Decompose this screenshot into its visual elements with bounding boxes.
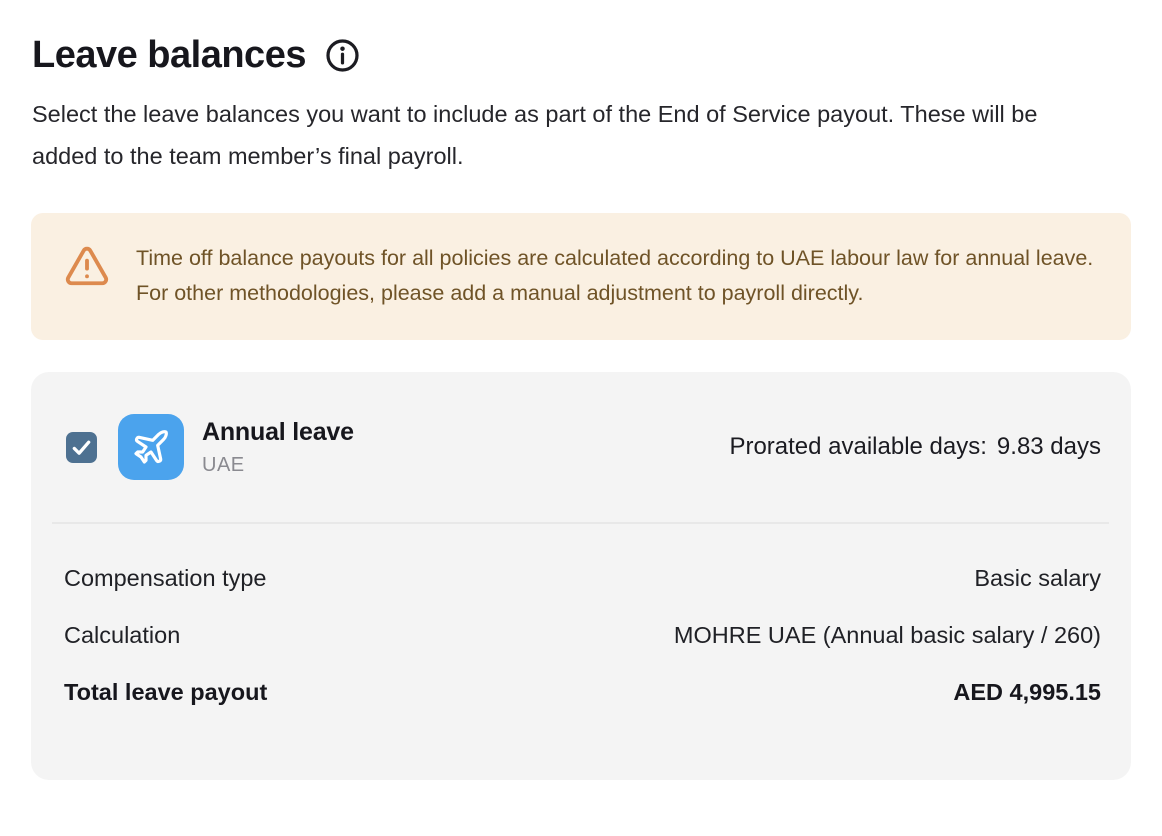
page-description: Select the leave balances you want to in…: [32, 101, 1038, 169]
detail-value: MOHRE UAE (Annual basic salary / 260): [673, 622, 1101, 648]
detail-row-total-payout: Total leave payout AED 4,995.15: [64, 664, 1101, 721]
leave-balance-card: Annual leave UAE Prorated available days…: [31, 372, 1131, 780]
warning-banner: Time off balance payouts for all policie…: [31, 213, 1131, 340]
leave-balances-page: Leave balances Select the leave balances…: [0, 34, 1162, 836]
prorated-days-value: 9.83 days: [996, 433, 1101, 460]
checkmark-icon: [72, 440, 91, 455]
policy-details: Compensation type Basic salary Calculati…: [64, 550, 1101, 721]
policy-names: Annual leave UAE: [202, 418, 354, 477]
detail-row-compensation-type: Compensation type Basic salary: [64, 550, 1101, 607]
page-title: Leave balances: [32, 34, 306, 76]
detail-label: Calculation: [64, 622, 181, 648]
detail-label: Total leave payout: [64, 679, 268, 705]
info-icon[interactable]: [324, 37, 361, 74]
prorated-days: Prorated available days: 9.83 days: [729, 433, 1101, 461]
prorated-days-label: Prorated available days:: [729, 433, 987, 460]
policy-name: Annual leave: [202, 417, 354, 446]
policy-header: Annual leave UAE Prorated available days…: [66, 414, 1101, 480]
warning-banner-text: Time off balance payouts for all policie…: [136, 246, 1094, 305]
policy-region: UAE: [202, 453, 245, 476]
card-divider: [52, 522, 1109, 524]
detail-value: Basic salary: [974, 565, 1101, 591]
annual-leave-checkbox[interactable]: [66, 431, 97, 463]
warning-triangle-icon: [65, 246, 109, 286]
page-header: Leave balances: [32, 34, 1130, 77]
detail-row-calculation: Calculation MOHRE UAE (Annual basic sala…: [64, 607, 1101, 664]
airplane-icon: [134, 430, 168, 464]
detail-label: Compensation type: [64, 565, 267, 591]
policy-tile: [118, 414, 184, 480]
detail-value: AED 4,995.15: [953, 679, 1101, 705]
